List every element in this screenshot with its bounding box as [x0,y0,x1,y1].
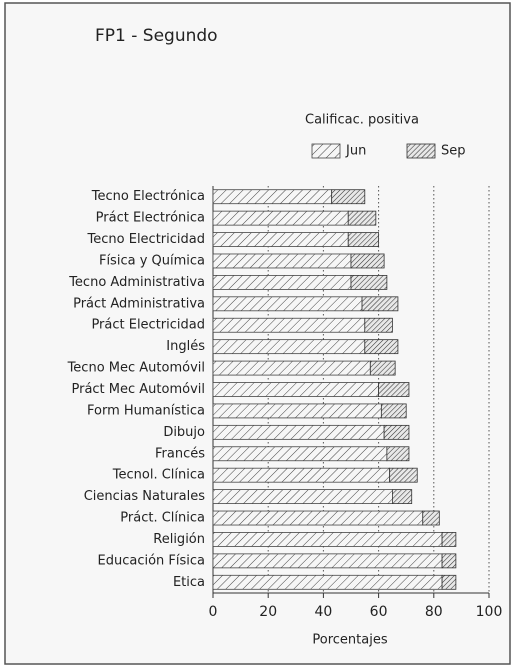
y-tick-label: Tecnol. Clínica [112,468,205,483]
y-tick-label: Educación Física [98,553,206,568]
bar-segment [212,553,443,569]
bar-segment [350,274,388,290]
legend-swatch [311,143,341,159]
legend-swatch [406,143,436,159]
y-tick-label: Etica [173,575,205,590]
bar-segment [441,532,457,547]
bar-segment [378,382,410,397]
bar-segment [369,360,396,376]
y-tick-label: Tecno Electrónica [91,189,205,204]
y-tick-label: Tecno Mec Automóvil [67,361,205,376]
bar-segment [212,317,366,333]
y-tick-label: Form Humanística [87,403,205,418]
y-tick-label: Práct Electricidad [91,318,205,333]
chart-title: FP1 - Segundo [95,26,218,46]
y-tick-label: Dibujo [163,425,205,440]
x-tick-label: 100 [476,604,503,620]
bar-segment [212,510,424,526]
bar-segment [347,210,377,226]
bar-segment [422,510,440,526]
y-tick-label: Práct Mec Automóvil [71,382,205,397]
bar-segment [331,189,366,205]
bar-segment [347,232,379,247]
bar-segment [212,403,382,419]
y-tick-label: Francés [155,446,205,461]
bar-segment [212,467,391,483]
x-tick-label: 20 [259,604,277,620]
bar-segment [212,532,443,547]
y-tick-label: Práct. Clínica [120,511,205,526]
bar-segment [212,189,333,205]
y-tick-label: Inglés [166,339,205,354]
bar-segment [441,574,457,590]
bar-segment [212,296,363,312]
y-tick-label: Religión [153,532,205,547]
bar-segment [212,210,349,226]
y-tick-label: Práct Electrónica [96,211,205,226]
y-tick-label: Práct Administrativa [73,296,205,311]
bar-segment [441,553,457,569]
bar-segment [212,339,366,355]
bar-segment [212,232,349,247]
bar-segment [212,253,352,269]
y-tick-label: Tecno Administrativa [68,275,205,290]
x-axis-label: Porcentajes [312,633,387,648]
legend-label: Sep [441,144,466,159]
legend-label: Jun [345,144,366,159]
bar-segment [386,446,410,462]
x-tick-label: 0 [209,604,218,620]
bar-segment [391,489,413,505]
bar-segment [212,360,371,376]
x-tick-label: 40 [314,604,332,620]
y-tick-label: Física y Química [99,253,205,268]
bar-segment [212,446,388,462]
y-tick-label: Ciencias Naturales [84,489,206,504]
bar-segment [350,253,385,269]
x-tick-label: 80 [425,604,443,620]
bar-segment [212,274,352,290]
bar-segment [212,489,393,505]
bar-segment [364,317,393,333]
bar-segment [361,296,399,312]
bar-segment [212,574,443,590]
bar-segment [212,382,380,397]
bar-segment [380,403,407,419]
legend-title: Calificac. positiva [305,113,419,128]
x-tick-label: 60 [370,604,388,620]
bar-segment [212,424,385,440]
y-tick-label: Tecno Electricidad [87,232,205,247]
bar-segment [383,424,410,440]
bar-segment [389,467,418,483]
bar-segment [364,339,399,355]
